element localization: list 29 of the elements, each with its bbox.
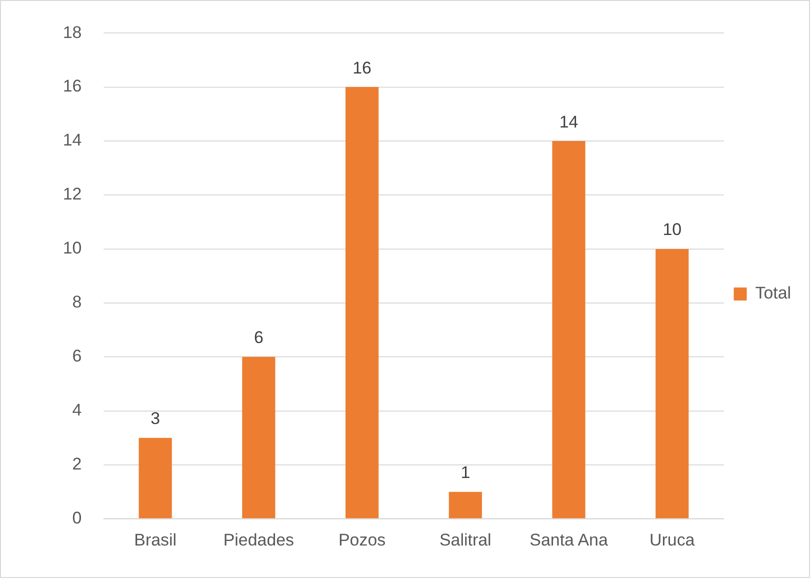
y-tick-label: 14 [62, 130, 82, 150]
y-tick-label: 18 [62, 22, 82, 42]
y-tick-label: 4 [72, 400, 82, 420]
bar [552, 141, 586, 518]
y-tick-label: 6 [72, 346, 82, 366]
x-tick-label: Santa Ana [530, 530, 608, 550]
bar [656, 248, 689, 518]
x-tick-label: Brasil [134, 530, 177, 550]
data-label: 10 [662, 220, 682, 240]
x-tick-label: Pozos [338, 530, 386, 550]
data-label: 1 [460, 463, 470, 482]
bar [346, 87, 379, 518]
y-tick-label: 12 [62, 184, 82, 204]
bar [138, 438, 172, 518]
y-tick-label: 2 [72, 454, 82, 474]
x-tick-label: Salitral [440, 530, 492, 550]
x-tick-label: Uruca [650, 530, 696, 550]
data-label: 14 [559, 112, 578, 132]
bar [448, 492, 482, 518]
bar [242, 356, 276, 518]
y-tick-label: 16 [62, 76, 82, 96]
legend-label: Total [755, 284, 792, 303]
data-label: 16 [352, 58, 372, 78]
y-tick-label: 10 [62, 238, 82, 258]
data-label: 3 [150, 409, 160, 428]
y-tick-label: 8 [72, 292, 82, 312]
x-tick-label: Piedades [223, 530, 294, 550]
data-label: 6 [254, 328, 264, 348]
y-tick-label: 0 [72, 508, 82, 528]
